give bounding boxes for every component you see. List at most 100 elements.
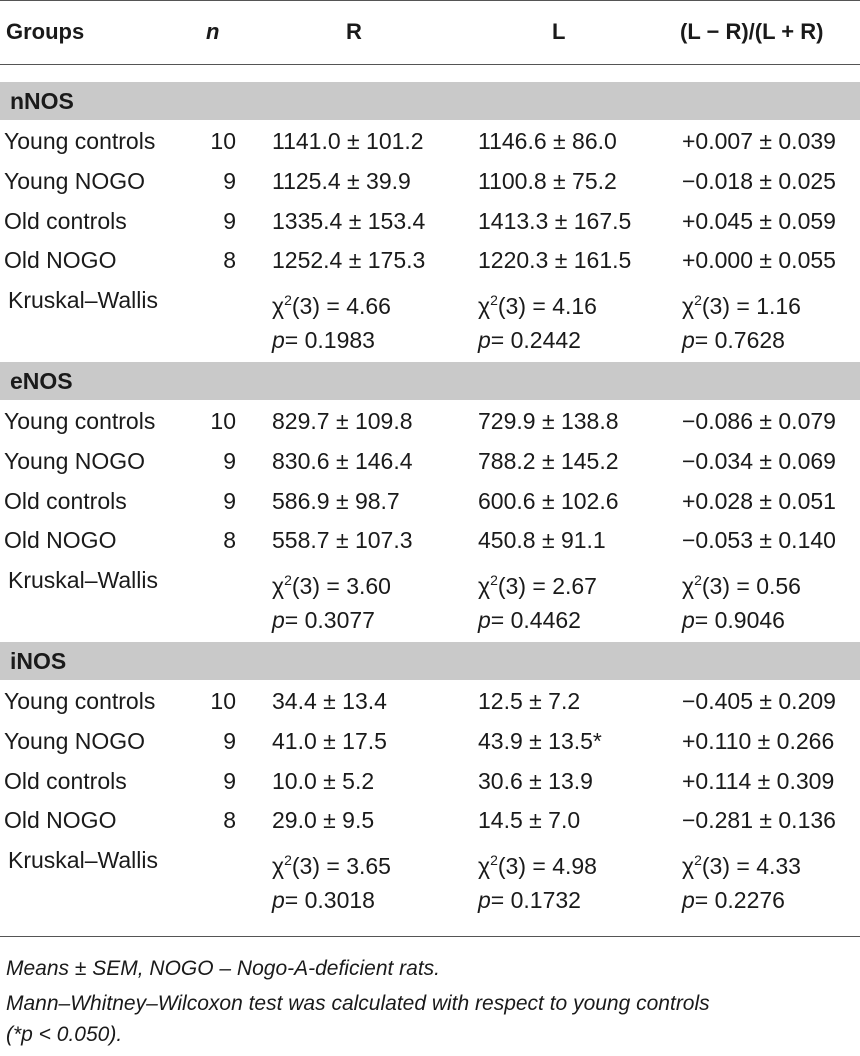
- kw-stat: χ2(3) = 3.65: [272, 840, 391, 880]
- p-stat: p= 0.9046: [682, 600, 785, 640]
- row-group: Old controls: [4, 207, 127, 234]
- p-symbol: p: [682, 887, 695, 913]
- bottom-rule: [0, 936, 860, 937]
- kw-value: = 1.16: [736, 293, 801, 320]
- section-header: iNOS: [0, 642, 860, 680]
- row-r: 1252.4 ± 175.3: [272, 247, 426, 274]
- kw-value: = 4.98: [532, 853, 597, 880]
- header-rule: [0, 64, 860, 65]
- row-n: 8: [223, 527, 236, 554]
- row-l: 1413.3 ± 167.5: [478, 207, 632, 234]
- p-value: = 0.9046: [694, 607, 785, 633]
- row-n: 9: [223, 167, 236, 194]
- header-l: L: [552, 19, 566, 44]
- section-header: nNOS: [0, 82, 860, 120]
- kw-value: = 2.67: [532, 573, 597, 600]
- row-n: 9: [223, 487, 236, 514]
- p-value: = 0.3077: [284, 607, 375, 633]
- chi-superscript: 2: [694, 292, 702, 309]
- p-stat: p= 0.7628: [682, 320, 785, 360]
- row-group: Old controls: [4, 767, 127, 794]
- chi-symbol: χ: [478, 853, 491, 880]
- kw-value: = 3.60: [326, 573, 391, 600]
- chi-df: (3): [497, 573, 533, 600]
- footnote-1: Means ± SEM, NOGO – Nogo-A-deficient rat…: [6, 957, 441, 980]
- row-group: Old NOGO: [4, 807, 117, 834]
- row-l: 1100.8 ± 75.2: [478, 167, 617, 194]
- kw-label: Kruskal–Wallis: [8, 287, 158, 314]
- p-stat: p= 0.4462: [478, 600, 581, 640]
- row-ratio: +0.114 ± 0.309: [682, 767, 835, 794]
- row-ratio: −0.281 ± 0.136: [682, 807, 836, 834]
- kw-stat: χ2(3) = 4.16: [478, 280, 597, 320]
- row-n: 8: [223, 807, 236, 834]
- kw-label: Kruskal–Wallis: [8, 847, 158, 874]
- row-group: Young controls: [4, 688, 156, 714]
- p-stat: p= 0.3077: [272, 600, 375, 640]
- row-ratio: −0.086 ± 0.079: [682, 408, 836, 434]
- chi-df: (3): [291, 293, 327, 320]
- kw-value: = 3.65: [326, 853, 391, 880]
- row-n: 8: [223, 247, 236, 274]
- kw-value: = 4.33: [736, 853, 801, 880]
- section-title: eNOS: [10, 368, 73, 394]
- row-group: Young NOGO: [4, 727, 146, 754]
- row-n: 9: [223, 767, 236, 794]
- row-r: 586.9 ± 98.7: [272, 487, 400, 514]
- kw-stat: χ2(3) = 2.67: [478, 560, 597, 600]
- row-ratio: +0.000 ± 0.055: [682, 247, 836, 274]
- kw-value: = 0.56: [736, 573, 801, 600]
- row-l: 729.9 ± 138.8: [478, 408, 619, 434]
- row-n: 10: [210, 408, 236, 434]
- kw-stat: χ2(3) = 3.60: [272, 560, 391, 600]
- chi-symbol: χ: [272, 573, 285, 600]
- row-group: Young NOGO: [4, 167, 146, 194]
- chi-superscript: 2: [694, 572, 702, 589]
- chi-superscript: 2: [284, 572, 292, 589]
- row-group: Old controls: [4, 487, 127, 514]
- row-l: 1220.3 ± 161.5: [478, 247, 632, 274]
- row-group: Young NOGO: [4, 447, 146, 474]
- p-stat: p= 0.1732: [478, 880, 581, 920]
- row-l: 450.8 ± 91.1: [478, 527, 606, 554]
- p-value: = 0.2276: [694, 887, 785, 913]
- row-r: 830.6 ± 146.4: [272, 447, 413, 474]
- p-symbol: p: [478, 327, 491, 353]
- chi-superscript: 2: [490, 292, 498, 309]
- row-r: 34.4 ± 13.4: [272, 688, 387, 714]
- p-symbol: p: [478, 607, 491, 633]
- kw-stat: χ2(3) = 4.66: [272, 280, 391, 320]
- chi-symbol: χ: [478, 573, 491, 600]
- row-n: 9: [223, 727, 236, 754]
- p-value: = 0.2442: [490, 327, 581, 353]
- section-header: eNOS: [0, 362, 860, 400]
- row-ratio: +0.045 ± 0.059: [682, 207, 836, 234]
- row-r: 10.0 ± 5.2: [272, 767, 375, 794]
- row-ratio: −0.053 ± 0.140: [682, 527, 836, 554]
- chi-df: (3): [497, 853, 533, 880]
- p-stat: p= 0.2276: [682, 880, 785, 920]
- kw-stat: χ2(3) = 4.98: [478, 840, 597, 880]
- chi-symbol: χ: [478, 293, 491, 320]
- kw-value: = 4.66: [326, 293, 391, 320]
- chi-superscript: 2: [284, 852, 292, 869]
- header-n: n: [206, 19, 220, 44]
- row-ratio: +0.028 ± 0.051: [682, 487, 836, 514]
- row-r: 1335.4 ± 153.4: [272, 207, 426, 234]
- row-n: 10: [210, 128, 236, 154]
- kw-label: Kruskal–Wallis: [8, 567, 158, 594]
- footnote-2: Mann–Whitney–Wilcoxon test was calculate…: [6, 992, 710, 1015]
- p-value: = 0.3018: [284, 887, 375, 913]
- top-rule: [0, 0, 860, 1]
- p-value: = 0.1732: [490, 887, 581, 913]
- kw-stat: χ2(3) = 4.33: [682, 840, 801, 880]
- chi-symbol: χ: [682, 293, 695, 320]
- chi-df: (3): [701, 293, 737, 320]
- header-r: R: [346, 19, 362, 44]
- chi-df: (3): [291, 853, 327, 880]
- section-title: nNOS: [10, 88, 74, 114]
- chi-superscript: 2: [490, 852, 498, 869]
- chi-symbol: χ: [272, 853, 285, 880]
- row-r: 41.0 ± 17.5: [272, 727, 387, 754]
